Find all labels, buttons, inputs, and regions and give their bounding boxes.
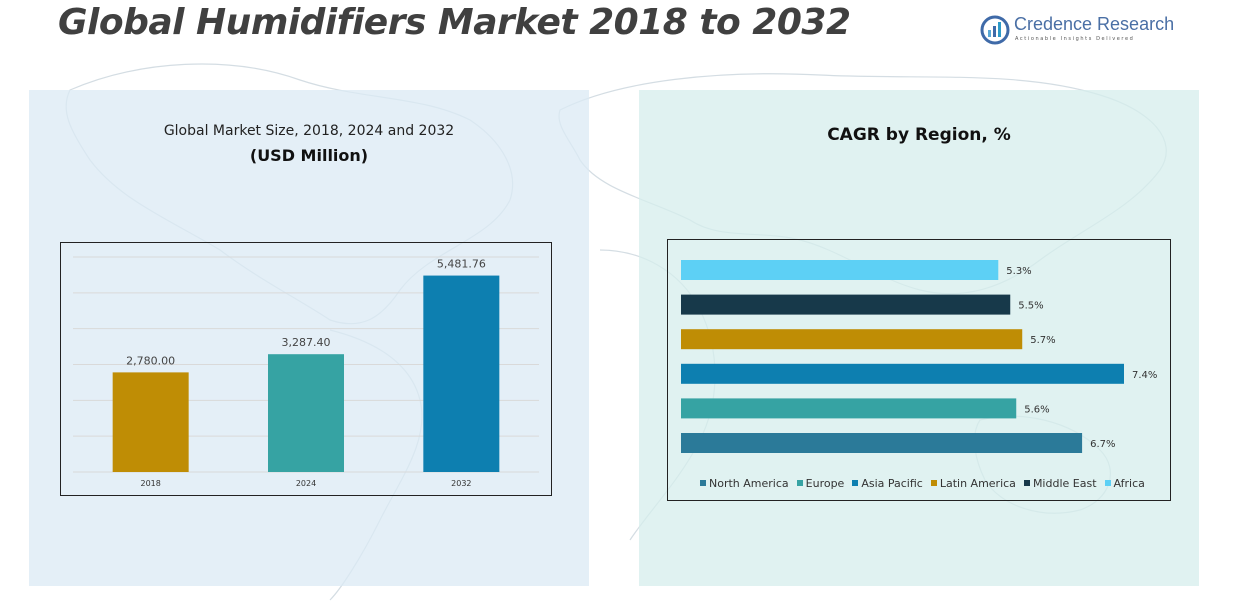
bar-2032 (423, 275, 500, 472)
cagr-legend: North America Europe Asia Pacific Latin Ame… (700, 474, 1145, 492)
legend-item-europe: Europe (796, 476, 845, 490)
bar-europe (681, 398, 1017, 419)
data-label-europe: 5.6% (1024, 404, 1049, 415)
logo-icon (980, 15, 1010, 45)
cagr-chart-svg: 5.3% 5.5% 5.7% 7.4% 5.6% 6.7% (681, 260, 1157, 453)
legend-item-latin-america: Latin America (930, 476, 1016, 490)
legend-swatch (1023, 480, 1030, 486)
market-size-chart-svg: 2,780.00 2018 3,287.40 2024 5,481.76 2032 (73, 256, 539, 488)
legend-swatch (796, 480, 803, 486)
legend-label: Africa (1113, 476, 1145, 490)
legend-swatch (852, 480, 859, 486)
market-size-chart-title: Global Market Size, 2018, 2024 and 2032 (163, 123, 455, 139)
x-tick-2024: 2024 (296, 479, 316, 488)
legend-label: Asia Pacific (861, 476, 923, 490)
market-size-chart-subtitle: (USD Million) (249, 146, 369, 165)
bar-latin-america (681, 329, 1023, 350)
data-label-latin-america: 5.7% (1030, 335, 1055, 346)
bar-middle-east (681, 294, 1011, 315)
legend-swatch (930, 480, 937, 486)
legend-item-asia-pacific: Asia Pacific (852, 477, 923, 490)
legend-label: Middle East (1032, 476, 1097, 490)
bar-north-america (681, 433, 1083, 453)
bar-2018 (112, 372, 189, 472)
cagr-chart: 5.3% 5.5% 5.7% 7.4% 5.6% 6.7% (667, 239, 1171, 501)
legend-label: Latin America (939, 476, 1016, 490)
logo-tagline: Actionable Insights Delivered (1015, 36, 1135, 42)
cagr-chart-title: CAGR by Region, % (827, 125, 1011, 145)
bar-2024 (268, 354, 344, 472)
legend-label: Europe (805, 476, 845, 490)
logo-name: Credence Research (1014, 14, 1175, 34)
data-label-asia-pacific: 7.4% (1132, 370, 1157, 381)
data-label-2024: 3,287.40 (282, 336, 331, 349)
bar-asia-pacific (681, 363, 1124, 384)
data-label-2018: 2,780.00 (126, 354, 175, 367)
data-label-middle-east: 5.5% (1018, 301, 1043, 312)
legend-item-africa: Africa (1104, 476, 1145, 490)
data-label-2032: 5,481.76 (437, 258, 486, 271)
legend-item-north-america: North America (700, 477, 789, 490)
legend-swatch (700, 480, 706, 486)
legend-swatch (1104, 480, 1111, 486)
credence-research-logo[interactable]: Credence Research Actionable Insights De… (980, 12, 1180, 52)
legend-item-middle-east: Middle East (1023, 476, 1097, 490)
page-title: Global Humidifiers Market 2018 to 2032 (58, 2, 851, 43)
x-tick-2032: 2032 (451, 479, 471, 488)
bar-africa (681, 260, 999, 280)
legend-label: North America (709, 476, 789, 490)
market-size-chart: 2,780.00 2018 3,287.40 2024 5,481.76 2032 (60, 242, 552, 496)
data-label-north-america: 6.7% (1090, 439, 1115, 450)
data-label-africa: 5.3% (1006, 266, 1031, 277)
x-tick-2018: 2018 (140, 479, 160, 488)
